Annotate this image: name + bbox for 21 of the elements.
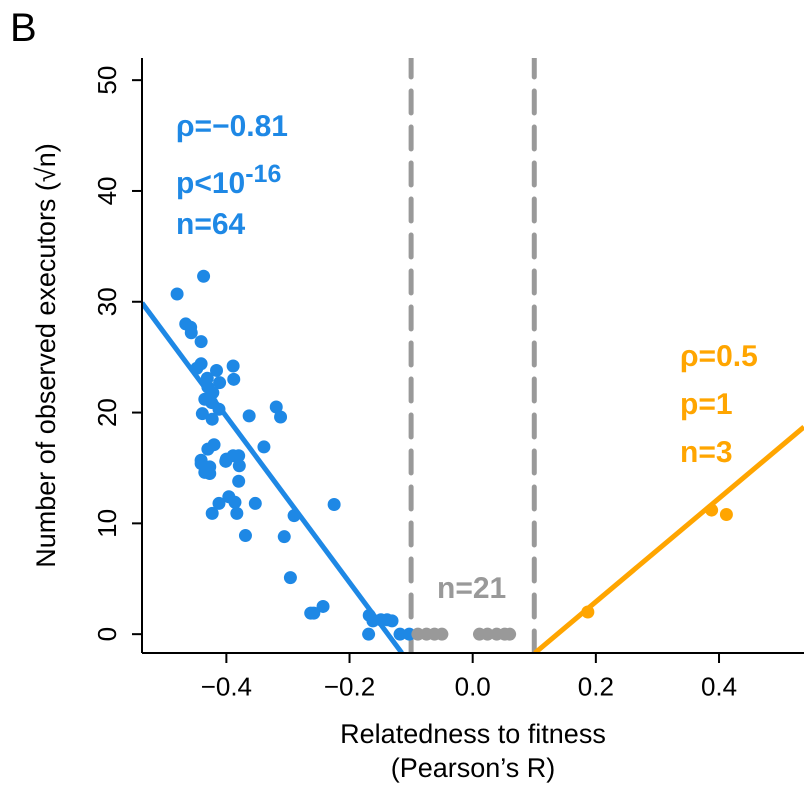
y-tick-label: 50: [92, 66, 122, 95]
y-tick-label: 10: [92, 508, 122, 538]
y-axis-title: Number of observed executors (√n): [31, 143, 61, 568]
annotation: p=1: [680, 388, 733, 422]
annotation: n=21: [437, 572, 506, 606]
x-tick-label: 0.2: [578, 671, 614, 702]
annotation: n=3: [680, 436, 733, 470]
text: B: [10, 6, 37, 51]
annotation: ρ=0.5: [680, 340, 758, 374]
x-axis-title: Relatedness to fitness (Pearson’s R): [340, 719, 606, 783]
x-tick-label: −0.2: [324, 671, 376, 702]
y-tick-label: 0: [92, 626, 122, 642]
y-tick-label: 30: [92, 287, 122, 316]
y-tick-label: 40: [92, 176, 122, 206]
annotation: p<10$^{-16}$: [176, 160, 282, 201]
y-tick-label: 20: [92, 398, 122, 428]
x-tick-label: 0.4: [700, 671, 738, 702]
annotation: ρ=−0.81: [176, 110, 288, 144]
annotation: n=64: [176, 208, 246, 242]
x-tick-label: −0.4: [200, 671, 252, 702]
x-tick-label: 0.0: [454, 671, 491, 702]
